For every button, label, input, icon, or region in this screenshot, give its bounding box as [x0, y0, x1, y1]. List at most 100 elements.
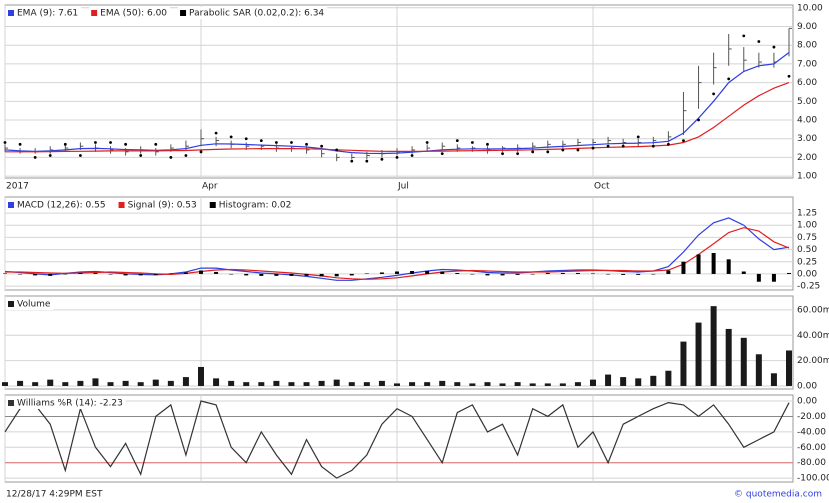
histogram-bar: [48, 273, 53, 276]
legend-label: Histogram: 0.02: [219, 201, 292, 211]
histogram-bar: [289, 273, 294, 276]
legend-bg: [178, 7, 328, 19]
panel-frame: [4, 295, 794, 390]
sar-dot: [229, 135, 233, 139]
histogram-bar: [78, 272, 83, 274]
volume-bar: [213, 378, 220, 386]
x-tick-label: Apr: [202, 182, 218, 192]
volume-bar: [378, 380, 385, 386]
volume-bar: [348, 382, 355, 386]
volume-bar: [590, 379, 596, 386]
legend-bg: [116, 199, 200, 211]
legend-swatch: [8, 301, 14, 307]
volume-bar: [167, 380, 174, 386]
x-tick-label: Jul: [397, 182, 409, 192]
sar-dot: [335, 148, 339, 152]
histogram-bar: [651, 273, 656, 275]
histogram-bar: [771, 273, 776, 282]
sar-dot: [94, 141, 97, 144]
sar-dot: [184, 154, 188, 157]
volume-bar: [605, 374, 612, 386]
histogram-bar: [379, 272, 384, 274]
volume-bar: [680, 341, 687, 386]
volume-bar: [620, 377, 627, 386]
volume-bar: [740, 337, 747, 386]
volume-bar: [409, 382, 416, 386]
y-tick-label: 6.00: [797, 78, 817, 88]
legend-label: Williams %R (14): -2.23: [17, 399, 123, 409]
series-line: [4, 400, 790, 479]
histogram-bar: [229, 273, 234, 275]
histogram-bar: [515, 273, 520, 275]
legend-swatch: [209, 202, 216, 208]
histogram-bar: [410, 271, 415, 274]
histogram-bar: [606, 273, 611, 275]
y-tick-label: 60.00m: [797, 305, 829, 315]
sar-dot: [259, 139, 263, 142]
sar-dot: [124, 142, 128, 146]
sar-dot: [772, 45, 776, 49]
histogram-bar: [93, 272, 98, 274]
sar-dot: [169, 156, 173, 159]
series-line: [4, 217, 790, 281]
legend-label: Volume: [17, 300, 51, 310]
volume-bar: [62, 382, 69, 386]
volume-bar: [47, 379, 54, 386]
histogram-bar: [334, 273, 339, 277]
legend-swatch: [91, 10, 98, 16]
sar-dot: [651, 144, 655, 148]
volume-bar: [77, 380, 84, 386]
histogram-bar: [199, 270, 203, 274]
volume-bar: [258, 382, 265, 386]
sar-dot: [154, 142, 158, 146]
histogram-bar: [636, 273, 641, 275]
sar-dot: [621, 144, 625, 148]
histogram-bar: [123, 273, 128, 276]
legend-label: EMA (9): 7.61: [17, 9, 78, 19]
histogram-bar: [168, 273, 173, 274]
histogram-bar: [349, 273, 354, 276]
histogram-bar: [560, 272, 565, 274]
sar-dot: [636, 135, 640, 139]
sar-dot: [33, 156, 37, 159]
histogram-bar: [530, 273, 535, 275]
sar-dot: [350, 159, 354, 163]
sar-dot: [591, 146, 595, 150]
histogram-bar: [63, 273, 68, 275]
sar-dot: [410, 154, 414, 157]
sar-dot: [48, 154, 52, 157]
histogram-bar: [259, 273, 264, 276]
sar-dot: [757, 40, 761, 43]
y-tick-label: -20.00: [797, 412, 826, 422]
volume-bar: [710, 306, 717, 386]
histogram-bar: [621, 273, 626, 275]
y-tick-label: 20.00m: [797, 356, 829, 366]
volume-bar: [333, 379, 340, 386]
sar-dot: [305, 142, 308, 146]
y-tick-label: 0.00: [797, 269, 817, 279]
legend-label: MACD (12,26): 0.55: [17, 201, 106, 211]
histogram-bar: [500, 273, 505, 276]
sar-dot: [742, 34, 746, 38]
legend-bg: [6, 298, 54, 310]
y-tick-label: 5.00: [797, 97, 817, 107]
histogram-bar: [591, 273, 595, 274]
volume-bar: [122, 380, 129, 386]
y-tick-label: -60.00: [797, 443, 826, 453]
volume-bar: [439, 380, 446, 386]
volume-bar: [770, 373, 777, 386]
y-tick-label: 4.00: [797, 116, 817, 126]
volume-bar: [544, 383, 551, 386]
histogram-bar: [319, 273, 324, 277]
volume-bar: [273, 380, 280, 386]
volume-bar: [665, 370, 672, 386]
histogram-bar: [214, 271, 219, 274]
y-tick-label: -0.25: [797, 282, 820, 292]
histogram-bar: [756, 273, 761, 282]
sar-dot: [682, 139, 685, 142]
volume-bar: [394, 383, 400, 386]
y-tick-label: 0.75: [797, 233, 817, 243]
sar-dot: [214, 131, 218, 135]
x-tick-label: Oct: [594, 182, 610, 192]
legend-bg: [6, 199, 109, 211]
